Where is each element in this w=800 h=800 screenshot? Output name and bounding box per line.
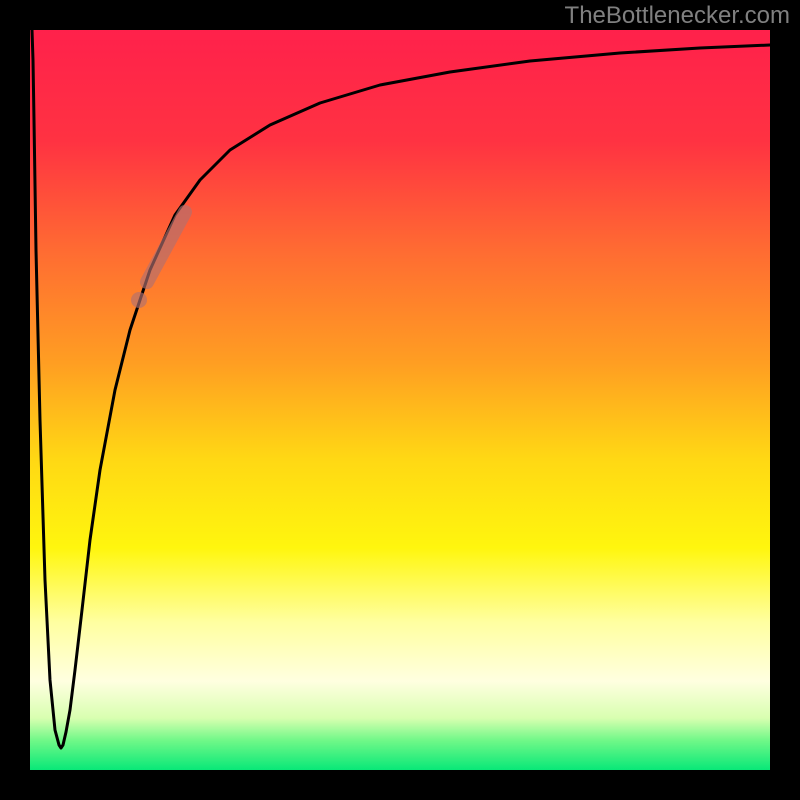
bottleneck-chart xyxy=(0,0,800,800)
watermark-text: TheBottlenecker.com xyxy=(565,2,790,30)
highlight-dot xyxy=(131,292,147,308)
chart-gradient-bg xyxy=(30,30,770,770)
chart-container: TheBottlenecker.com xyxy=(0,0,800,800)
